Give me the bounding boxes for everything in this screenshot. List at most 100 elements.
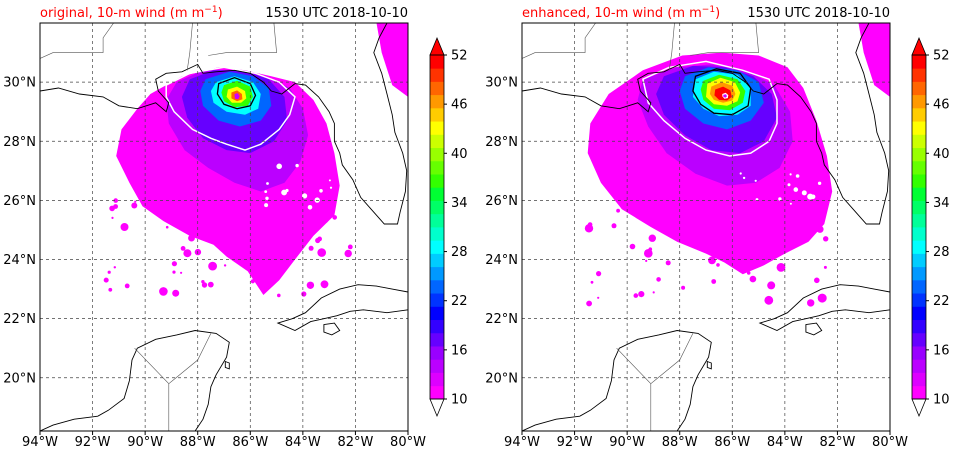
colorbar-frame — [429, 54, 445, 400]
chart-svg: 94°W 92°W 90°W 88°W 86°W 84°W 82°W 80°W 30°N 28°N… — [3, 5, 468, 450]
gap-speckle — [739, 172, 742, 175]
colorbar-segment — [912, 68, 926, 82]
wind-speckle — [681, 285, 686, 290]
wind-speckle — [633, 293, 639, 298]
gap-speckle — [295, 163, 299, 168]
gap-speckle — [793, 187, 799, 192]
wind-speckle — [165, 225, 169, 229]
wind-speckle — [749, 275, 757, 283]
colorbar-segment — [430, 279, 444, 294]
colorbar-segment — [912, 187, 926, 201]
gap-speckle — [789, 202, 792, 205]
colorbar-segment — [912, 266, 926, 281]
wind-speckle — [733, 238, 738, 243]
wind-speckle — [817, 293, 827, 303]
y-tick-label: 28°N — [485, 135, 518, 150]
wind-speckle — [190, 227, 197, 234]
wind-speckle — [317, 248, 327, 257]
gap-speckle — [789, 173, 792, 176]
wind-speckle — [207, 281, 214, 288]
colorbar-segment — [912, 174, 926, 188]
wind-speckle — [680, 199, 685, 205]
wind-speckle — [134, 200, 137, 203]
colorbar-segment — [430, 253, 444, 268]
colorbar-min-arrow — [911, 398, 927, 418]
wind-speckle — [317, 236, 322, 242]
colorbar-segment — [430, 147, 444, 162]
colorbar-tick-label: 40 — [451, 147, 468, 162]
colorbar-tick-label: 10 — [933, 393, 950, 408]
wind-speckle — [665, 260, 671, 266]
colorbar-tick-label: 34 — [933, 196, 950, 211]
wind-speckle — [321, 216, 329, 224]
colorbar-segment — [912, 134, 926, 149]
wind-speckle — [701, 211, 709, 220]
wind-speckle — [109, 205, 115, 212]
map-area — [40, 23, 408, 431]
colorbar-tick-label: 52 — [933, 49, 950, 64]
wind-speckle — [620, 201, 629, 210]
x-tick-label: 84°W — [767, 435, 803, 450]
coastline — [40, 330, 230, 431]
wind-speckle — [616, 208, 620, 213]
colorbar-segment — [912, 372, 926, 387]
gap-speckle — [319, 189, 323, 193]
gap-speckle — [265, 196, 269, 200]
wind-speckle — [280, 216, 289, 225]
wind-speckle — [113, 198, 118, 203]
x-tick-label: 94°W — [22, 435, 58, 450]
y-tick-label: 24°N — [485, 253, 518, 268]
wind-speckle — [171, 261, 177, 267]
border-line — [616, 347, 652, 431]
colorbar-segment — [912, 55, 926, 69]
wind-speckle — [159, 287, 168, 296]
right-panel: 94°W 92°W 90°W 88°W 86°W 84°W 82°W 80°W 30°N 28°N… — [482, 0, 964, 453]
wind-speckle — [761, 230, 766, 235]
x-tick-label: 80°W — [872, 435, 908, 450]
x-tick-label: 86°W — [232, 435, 268, 450]
colorbar-segment — [430, 385, 444, 400]
colorbar-max-arrow — [911, 36, 927, 56]
wind-speckle — [590, 280, 594, 284]
colorbar-tick-label: 40 — [933, 147, 950, 162]
x-tick-label: 86°W — [714, 435, 750, 450]
colorbar-segment — [912, 332, 926, 347]
coastline — [758, 284, 890, 332]
wind-speckle — [332, 215, 338, 220]
wind-speckle — [584, 224, 594, 233]
colorbar: 10 16 22 28 34 40 46 52 — [429, 36, 468, 418]
colorbar-segment — [430, 107, 444, 122]
gap-speckle — [264, 190, 268, 194]
wind-speckle — [248, 247, 258, 257]
wind-speckle — [629, 243, 636, 250]
panel-title: original, 10-m wind (m m−1) — [40, 5, 223, 21]
wind-speckle — [347, 244, 353, 250]
wind-speckle — [716, 203, 724, 211]
wind-speckle — [344, 249, 352, 258]
time-label: 1530 UTC 2018-10-10 — [265, 6, 408, 21]
map-frame — [39, 22, 409, 432]
colorbar-tick-label: 46 — [933, 98, 950, 113]
y-tick-label: 22°N — [3, 312, 36, 327]
x-tick-label: 92°W — [557, 435, 593, 450]
wind-region-8 — [234, 93, 240, 100]
wind-speckle — [107, 270, 111, 274]
x-tick-label: 88°W — [180, 435, 216, 450]
x-tick-label: 84°W — [285, 435, 321, 450]
wind-speckle — [814, 277, 820, 284]
wind-speckle — [793, 214, 799, 221]
coastline — [40, 23, 408, 225]
wind-speckle — [611, 223, 617, 229]
y-tick-label: 20°N — [485, 371, 518, 386]
wind-speckle — [648, 247, 653, 251]
y-tick-label: 26°N — [3, 194, 36, 209]
x-tick-label: 80°W — [390, 435, 426, 450]
colorbar-tick-label: 16 — [451, 343, 468, 358]
colorbar-min-arrow — [429, 398, 445, 418]
wind-speckle — [823, 236, 829, 242]
wind-speckle — [644, 249, 653, 258]
colorbar-segment — [430, 160, 444, 175]
wind-speckle — [157, 201, 161, 205]
wind-speckle — [728, 224, 732, 228]
wind-speckle — [301, 291, 307, 297]
